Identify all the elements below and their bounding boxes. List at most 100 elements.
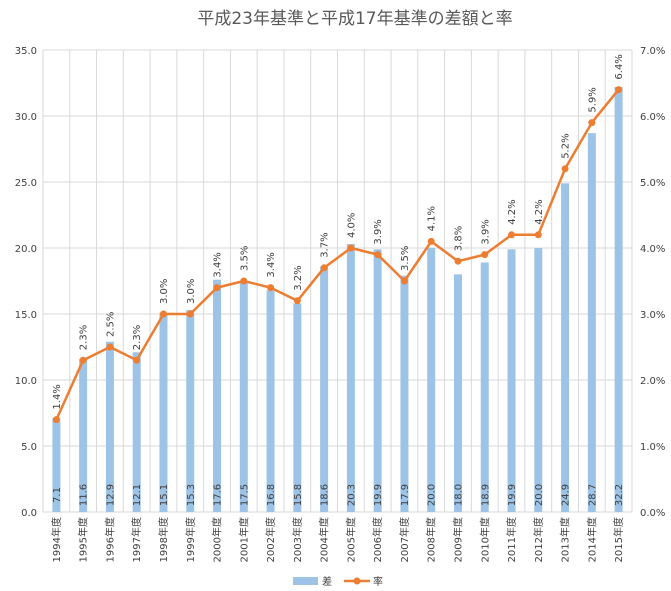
y2-tick-label: 1.0%: [640, 442, 665, 453]
chart-title: 平成23年基準と平成17年基準の差額と率: [197, 9, 512, 29]
rate-point-label: 4.2%: [507, 199, 518, 224]
y2-tick-label: 4.0%: [640, 244, 665, 255]
x-tick-label: 2008年度: [425, 517, 438, 562]
bar: [346, 244, 355, 513]
bar-value-label: 15.3: [186, 484, 197, 506]
rate-point-label: 3.7%: [320, 232, 331, 257]
rate-point: [427, 237, 435, 245]
bar-value-label: 7.1: [52, 487, 63, 503]
rate-point: [240, 277, 248, 285]
x-tick-label: 2005年度: [344, 517, 357, 562]
bar-series: 7.1 11.6 12.9 12.1 15.1 15.3 17.6 17.5 16.8 15.8 1…: [52, 86, 625, 513]
bar: [453, 274, 462, 512]
x-tick-label: 2003年度: [291, 517, 304, 562]
x-tick-label: 2010年度: [478, 517, 491, 562]
y-tick-label: 15.0: [15, 310, 37, 321]
bar-value-label: 19.9: [507, 484, 518, 506]
rate-point-label: 5.9%: [587, 87, 598, 112]
x-tick-label: 1996年度: [103, 517, 116, 562]
x-tick-label: 1998年度: [157, 517, 170, 562]
rate-point: [106, 343, 114, 351]
rate-point: [79, 356, 87, 364]
rate-point-label: 1.4%: [52, 384, 63, 409]
bar-value-label: 32.2: [614, 484, 625, 506]
rate-point-label: 3.4%: [266, 252, 277, 277]
rate-point: [508, 231, 516, 239]
bar: [52, 418, 61, 512]
rate-point: [320, 264, 328, 272]
rate-point-label: 4.1%: [427, 206, 438, 231]
line-series: 1.4% 2.3% 2.5% 2.3% 3.0% 3.0% 3.4% 3.5% 3.4% 3.2%…: [52, 54, 625, 424]
rate-point-label: 2.3%: [132, 325, 143, 350]
bar-value-label: 16.8: [266, 484, 277, 506]
legend: 差率: [293, 575, 383, 588]
bar-value-label: 12.1: [132, 484, 143, 506]
bar: [534, 248, 543, 512]
x-tick-label: 1999年度: [184, 517, 197, 562]
x-tick-label: 2004年度: [318, 517, 331, 562]
bar-value-label: 17.9: [400, 484, 411, 506]
legend-label-bar: 差: [322, 575, 332, 588]
bar: [373, 249, 382, 512]
y2-tick-label: 5.0%: [640, 178, 665, 189]
y2-tick-label: 2.0%: [640, 376, 665, 387]
gridlines: [42, 49, 633, 513]
rate-point-label: 2.3%: [79, 325, 90, 350]
rate-point: [481, 251, 489, 259]
x-tick-label: 2015年度: [612, 517, 625, 562]
bar: [266, 290, 275, 512]
bar-value-label: 20.0: [534, 484, 545, 506]
rate-point: [561, 165, 569, 173]
rate-point: [133, 356, 141, 364]
bar-value-label: 17.5: [239, 484, 250, 506]
bar-value-label: 15.1: [159, 484, 170, 506]
bar-value-label: 24.9: [561, 484, 572, 506]
rate-point: [400, 277, 408, 285]
rate-point-label: 3.5%: [400, 246, 411, 271]
y2-tick-label: 0.0%: [640, 508, 665, 519]
x-tick-label: 2014年度: [585, 517, 598, 562]
bar: [587, 133, 596, 512]
x-tick-label: 2009年度: [451, 517, 464, 562]
x-tick-label: 2006年度: [371, 517, 384, 562]
bar: [293, 303, 302, 512]
bar: [159, 312, 168, 512]
bar-value-label: 20.3: [346, 484, 357, 506]
bar: [239, 281, 248, 512]
y2-tick-label: 7.0%: [640, 46, 665, 57]
y2-tick-label: 3.0%: [640, 310, 665, 321]
y-tick-label: 5.0: [21, 442, 37, 453]
x-tick-label: 1995年度: [77, 517, 90, 562]
x-tick-label: 2002年度: [264, 517, 277, 562]
bar: [400, 275, 409, 512]
bar-value-label: 18.9: [480, 484, 491, 506]
bar: [79, 358, 88, 512]
bar-value-label: 20.0: [427, 484, 438, 506]
rate-point: [534, 231, 542, 239]
bar: [507, 249, 516, 512]
rate-point-label: 3.0%: [159, 279, 170, 304]
axes: 0.0 5.0 10.0 15.0 20.0 25.0 30.0 35.0 0.0% 1.0% 2.…: [15, 46, 666, 562]
rate-line: [55, 88, 620, 421]
x-tick-label: 2012年度: [532, 517, 545, 562]
y-tick-label: 10.0: [15, 376, 37, 387]
bar: [105, 341, 114, 512]
x-tick-label: 2001年度: [237, 517, 250, 562]
x-tick-label: 1994年度: [50, 517, 63, 562]
rate-point: [159, 310, 167, 318]
bar-value-label: 28.7: [587, 484, 598, 506]
legend-label-line: 率: [373, 575, 383, 588]
rate-point-label: 3.0%: [186, 279, 197, 304]
rate-point-label: 2.5%: [105, 312, 116, 337]
x-tick-label: 2013年度: [559, 517, 572, 562]
bar: [186, 310, 195, 512]
rate-point-label: 3.9%: [373, 219, 384, 244]
bar-value-label: 18.6: [320, 484, 331, 506]
rate-point-label: 4.0%: [346, 213, 357, 238]
rate-point: [588, 119, 596, 127]
bar-value-label: 18.0: [453, 484, 464, 506]
bar: [213, 279, 222, 512]
y-tick-label: 35.0: [15, 46, 37, 57]
y-tick-label: 30.0: [15, 112, 37, 123]
